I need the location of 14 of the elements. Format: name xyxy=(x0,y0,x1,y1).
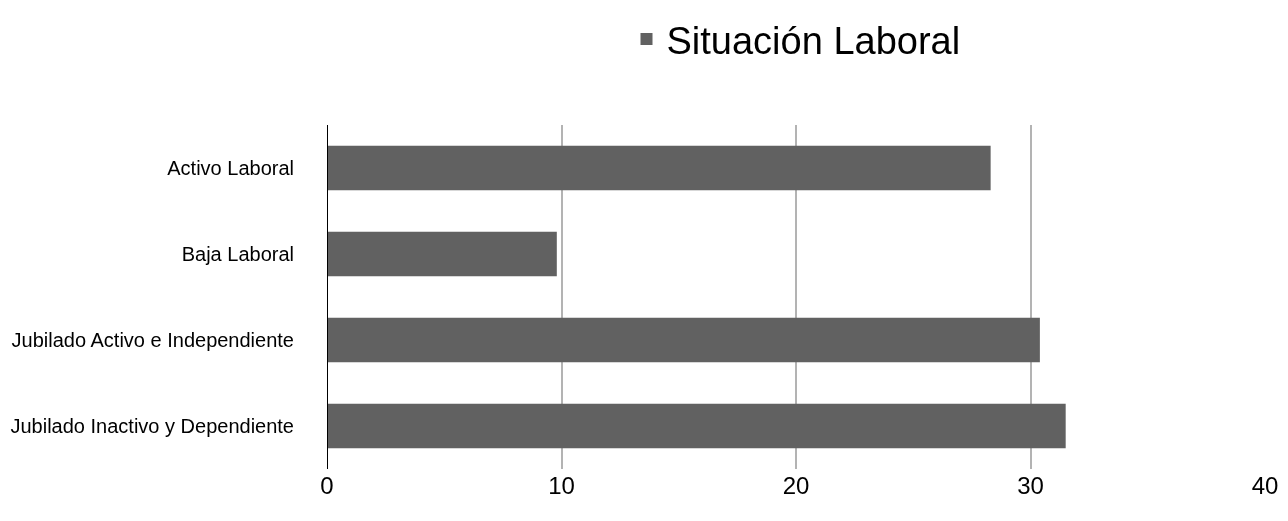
x-tick-label: 40 xyxy=(1251,472,1279,499)
y-tick-label: Jubilado Activo e Independiente xyxy=(11,329,294,351)
bar xyxy=(327,145,991,191)
y-tick-label: Activo Laboral xyxy=(167,157,294,179)
x-tick-label: 0 xyxy=(320,472,334,499)
bar xyxy=(327,317,1040,363)
x-tick-label: 30 xyxy=(1017,472,1044,499)
x-tick-label: 20 xyxy=(782,472,810,499)
x-tick-label: 10 xyxy=(548,472,575,499)
y-tick-label: Jubilado Inactivo y Dependiente xyxy=(10,415,294,437)
bar xyxy=(327,231,557,277)
bar xyxy=(327,403,1066,449)
legend-label: Situación Laboral xyxy=(666,19,961,62)
y-tick-label: Baja Laboral xyxy=(181,243,294,265)
